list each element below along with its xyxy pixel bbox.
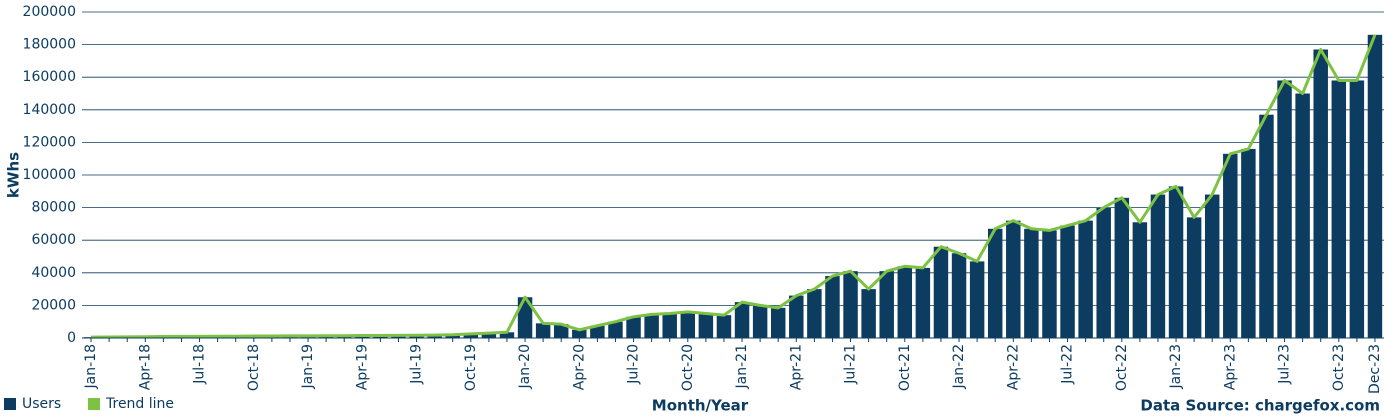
y-tick-label: 160000 xyxy=(23,69,76,85)
bar xyxy=(1204,194,1220,338)
x-tick-label: Oct-22 xyxy=(1114,344,1130,391)
bar xyxy=(626,316,641,338)
x-axis-label: Month/Year xyxy=(652,397,749,415)
bar xyxy=(1186,217,1202,338)
y-tick-label: 20000 xyxy=(31,297,76,313)
bar xyxy=(1132,222,1148,338)
y-tick-label: 200000 xyxy=(23,4,76,20)
y-tick-label: 60000 xyxy=(31,232,76,248)
bar xyxy=(1060,225,1075,338)
legend-label: Users xyxy=(22,396,61,412)
x-tick-label: Jul-21 xyxy=(843,344,859,385)
bar xyxy=(1078,220,1093,338)
x-tick-label: Oct-18 xyxy=(246,344,262,391)
bar xyxy=(1042,230,1057,338)
legend-swatch xyxy=(88,398,100,410)
bar xyxy=(843,271,858,338)
bar xyxy=(1367,34,1383,338)
bar xyxy=(553,324,569,338)
trend-line xyxy=(91,34,1377,339)
bar xyxy=(1150,194,1166,338)
bar xyxy=(1114,197,1130,338)
x-tick-label: Jan-19 xyxy=(300,344,316,389)
x-tick-label: Jul-19 xyxy=(409,344,425,385)
bar xyxy=(1349,80,1365,339)
bar xyxy=(879,271,894,338)
bar xyxy=(1259,114,1274,338)
x-tick-label: Jul-23 xyxy=(1277,344,1293,385)
x-tick-label: Oct-19 xyxy=(463,344,479,391)
bar xyxy=(969,261,985,338)
x-tick-label: Oct-23 xyxy=(1331,344,1347,391)
bar xyxy=(499,332,515,338)
source: Data Source: chargefox.com xyxy=(1140,397,1380,415)
bar xyxy=(734,302,750,338)
x-tick-label: Jul-22 xyxy=(1060,344,1076,385)
bar xyxy=(987,228,1003,338)
bar xyxy=(1295,93,1310,338)
x-tick-label: Apr-20 xyxy=(571,344,587,390)
legend-label: Trend line xyxy=(105,396,174,412)
bar xyxy=(825,276,840,338)
bar xyxy=(644,314,659,338)
bar xyxy=(861,289,876,338)
x-tick-label: Jan-20 xyxy=(517,344,533,389)
x-tick-label: Jan-23 xyxy=(1168,344,1184,389)
bar xyxy=(1241,148,1256,338)
bar xyxy=(481,333,497,338)
bar xyxy=(590,325,605,338)
bar xyxy=(789,295,804,338)
bar xyxy=(1223,153,1238,338)
y-tick-label: 0 xyxy=(67,330,76,346)
y-tick-label: 80000 xyxy=(31,200,76,216)
bar xyxy=(1277,80,1292,339)
y-tick-label: 40000 xyxy=(31,265,76,281)
bar xyxy=(1313,49,1328,339)
x-tick-label: Apr-22 xyxy=(1005,344,1021,390)
x-tick-label: Dec-23 xyxy=(1367,344,1383,394)
x-tick-label: Jul-18 xyxy=(192,344,208,385)
bar xyxy=(807,289,822,338)
bar xyxy=(1006,220,1021,338)
bar xyxy=(716,315,732,338)
x-tick-label: Oct-20 xyxy=(680,344,696,391)
x-tick-label: Apr-21 xyxy=(788,344,804,390)
bar xyxy=(951,253,967,338)
bar xyxy=(572,329,587,338)
bar xyxy=(897,266,913,338)
x-tick-label: Apr-18 xyxy=(137,344,153,390)
bar xyxy=(770,307,786,338)
bar xyxy=(915,267,931,338)
x-tick-label: Jan-22 xyxy=(951,344,967,389)
bar xyxy=(680,311,696,338)
bar xyxy=(698,313,714,338)
x-tick-label: Jan-18 xyxy=(83,344,99,389)
x-tick-label: Apr-19 xyxy=(354,344,370,390)
bar xyxy=(933,246,949,338)
y-tick-label: 120000 xyxy=(23,134,76,150)
bar xyxy=(463,333,479,338)
x-tick-label: Apr-23 xyxy=(1222,344,1238,390)
y-axis-label: kWhs xyxy=(5,152,23,198)
bar xyxy=(608,321,623,338)
bar xyxy=(752,305,768,338)
bar xyxy=(1024,228,1039,338)
bar xyxy=(535,323,551,338)
x-tick-label: Jul-20 xyxy=(626,344,642,385)
bar xyxy=(1168,186,1184,338)
y-tick-label: 140000 xyxy=(23,102,76,118)
bar xyxy=(1096,207,1111,338)
y-tick-label: 100000 xyxy=(23,167,76,183)
bar xyxy=(662,313,677,338)
x-tick-label: Oct-21 xyxy=(897,344,913,391)
x-tick-label: Jan-21 xyxy=(734,344,750,389)
y-tick-label: 180000 xyxy=(23,37,76,53)
bar xyxy=(1331,80,1347,339)
legend-swatch xyxy=(4,398,16,410)
bar xyxy=(445,334,460,338)
